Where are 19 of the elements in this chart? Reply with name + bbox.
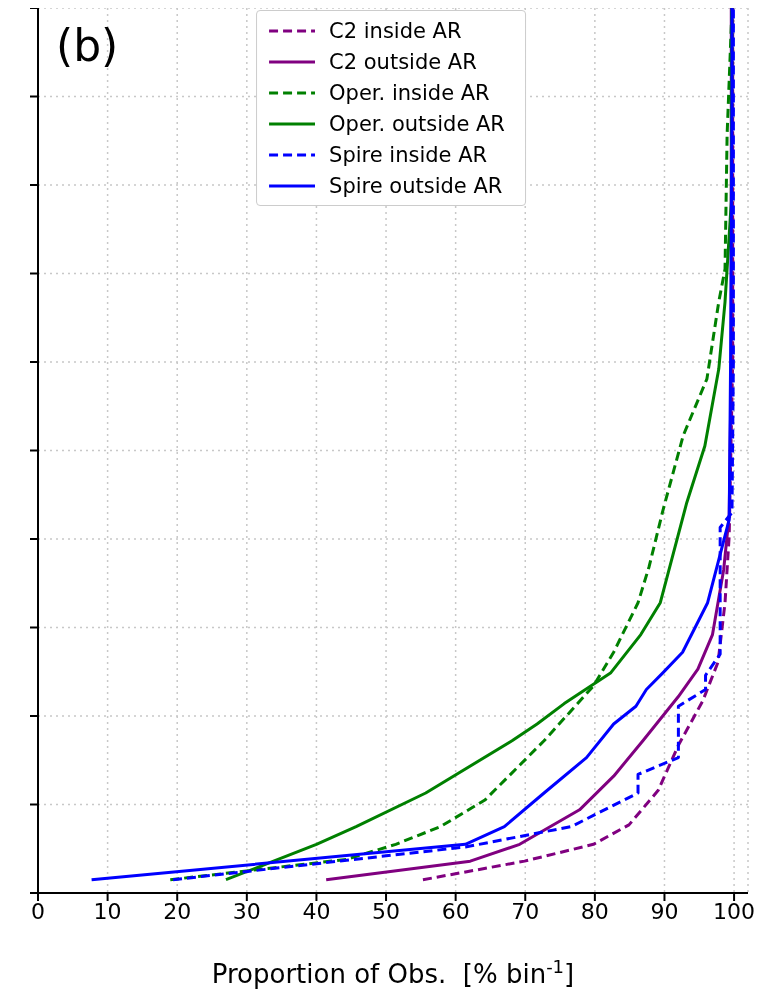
annotation: (b): [56, 20, 119, 71]
x-tick-label: 100: [713, 898, 756, 924]
legend-label: Oper. inside AR: [329, 80, 490, 105]
x-tick-label: 30: [232, 898, 261, 924]
x-tick-label: 20: [163, 898, 192, 924]
legend-label: Spire outside AR: [329, 173, 503, 198]
x-tick-label: 10: [93, 898, 122, 924]
x-axis-title: Proportion of Obs. [% bin$^{-1}$]: [211, 955, 575, 989]
legend-label: C2 outside AR: [329, 49, 477, 74]
legend-label: Oper. outside AR: [329, 111, 505, 136]
x-tick-label: 60: [441, 898, 470, 924]
legend-label: C2 inside AR: [329, 18, 462, 43]
legend-label: Spire inside AR: [329, 142, 488, 167]
x-tick-label: 90: [650, 898, 679, 924]
x-tick-label: 70: [511, 898, 540, 924]
x-tick-label: 80: [580, 898, 609, 924]
x-tick-label: 50: [372, 898, 401, 924]
x-tick-label: 0: [31, 898, 45, 924]
x-tick-label: 40: [302, 898, 331, 924]
